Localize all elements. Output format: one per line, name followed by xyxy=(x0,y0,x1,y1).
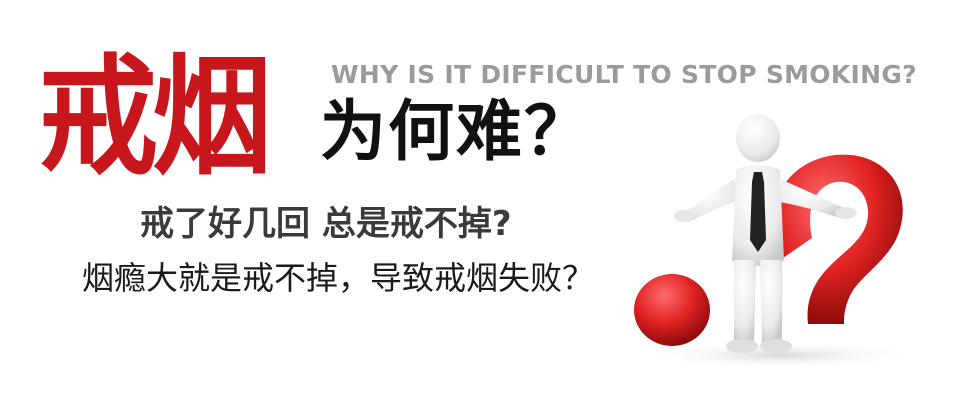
person-figure-icon xyxy=(674,114,857,353)
tagline-1: 戒了好几回 总是戒不掉? xyxy=(140,204,512,244)
english-subtitle: WHY IS IT DIFFICULT TO STOP SMOKING? xyxy=(331,60,917,89)
main-title: 戒烟 xyxy=(38,43,272,194)
tagline-2: 烟瘾大就是戒不掉，导致戒烟失败？ xyxy=(82,259,595,297)
subtitle: 为何难？ xyxy=(320,93,592,170)
illustration xyxy=(634,114,920,369)
